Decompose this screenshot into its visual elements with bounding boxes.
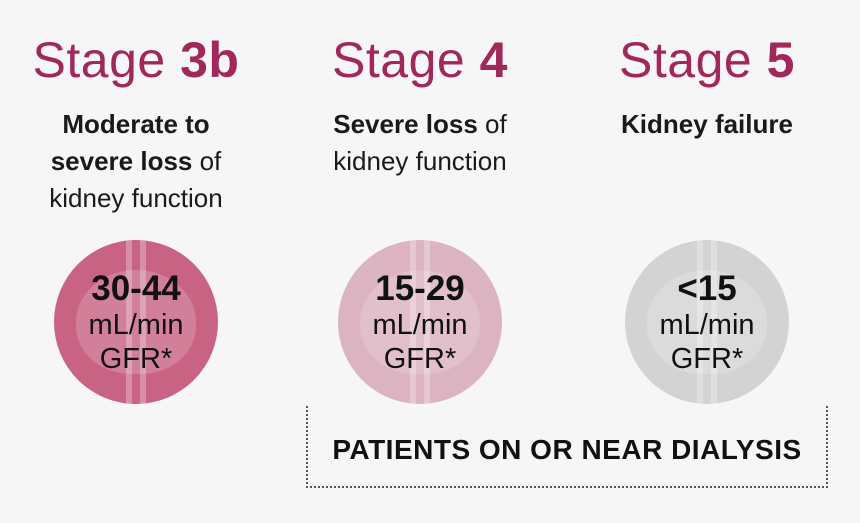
description-segment: Moderate to: [62, 109, 210, 139]
gfr-labels: 30-44 mL/min GFR*: [54, 270, 218, 376]
decorative-stripe: [697, 240, 703, 404]
gfr-value: <15: [677, 269, 737, 308]
gfr-value: 30-44: [91, 269, 181, 308]
stage-title: Stage 3b: [0, 30, 276, 90]
stage-title-prefix: Stage: [32, 32, 166, 88]
decorative-stripe: [126, 240, 132, 404]
kidney-icon: [76, 270, 196, 374]
description-segment: Severe loss: [333, 109, 478, 139]
description-segment: of: [192, 146, 222, 176]
gfr-circle: 30-44 mL/min GFR*: [54, 240, 218, 404]
description-segment: Kidney failure: [621, 109, 793, 139]
gfr-labels: <15 mL/min GFR*: [625, 270, 789, 376]
gfr-label: GFR*: [383, 343, 457, 375]
decorative-stripe: [410, 240, 416, 404]
stage-title: Stage 4: [280, 30, 560, 90]
decorative-stripe: [424, 240, 430, 404]
gfr-labels: 15-29 mL/min GFR*: [338, 270, 502, 376]
stage-description: Severe loss of kidney function: [280, 106, 560, 180]
gfr-unit: mL/min: [372, 309, 468, 341]
description-segment: severe loss: [50, 146, 193, 176]
dialysis-label: PATIENTS ON OR NEAR DIALYSIS: [332, 434, 802, 465]
decorative-stripe: [711, 240, 717, 404]
description-line: kidney function: [280, 143, 560, 180]
stage-title-number: 4: [479, 32, 508, 88]
stage-title-number: 3b: [180, 32, 240, 88]
stage-description: Kidney failure: [567, 106, 847, 143]
stage-description: Moderate to severe loss of kidney function: [0, 106, 276, 217]
stage-title-prefix: Stage: [332, 32, 466, 88]
kidney-icon: [360, 270, 480, 374]
description-line: kidney function: [0, 180, 276, 217]
kidney-icon: [647, 270, 767, 374]
gfr-label: GFR*: [99, 343, 173, 375]
gfr-circle: <15 mL/min GFR*: [625, 240, 789, 404]
description-line: Kidney failure: [567, 106, 847, 143]
gfr-value: 15-29: [375, 269, 465, 308]
description-line: severe loss of: [0, 143, 276, 180]
stage-title-prefix: Stage: [619, 32, 753, 88]
description-segment: of: [477, 109, 507, 139]
stage-title-number: 5: [766, 32, 795, 88]
gfr-label: GFR*: [670, 343, 744, 375]
description-line: Severe loss of: [280, 106, 560, 143]
gfr-circle: 15-29 mL/min GFR*: [338, 240, 502, 404]
gfr-unit: mL/min: [659, 309, 755, 341]
description-segment: kidney function: [49, 183, 223, 213]
stage-title: Stage 5: [567, 30, 847, 90]
decorative-stripe: [140, 240, 146, 404]
description-line: Moderate to: [0, 106, 276, 143]
dialysis-bracket: PATIENTS ON OR NEAR DIALYSIS: [306, 406, 828, 488]
gfr-unit: mL/min: [88, 309, 184, 341]
description-segment: kidney function: [333, 146, 507, 176]
